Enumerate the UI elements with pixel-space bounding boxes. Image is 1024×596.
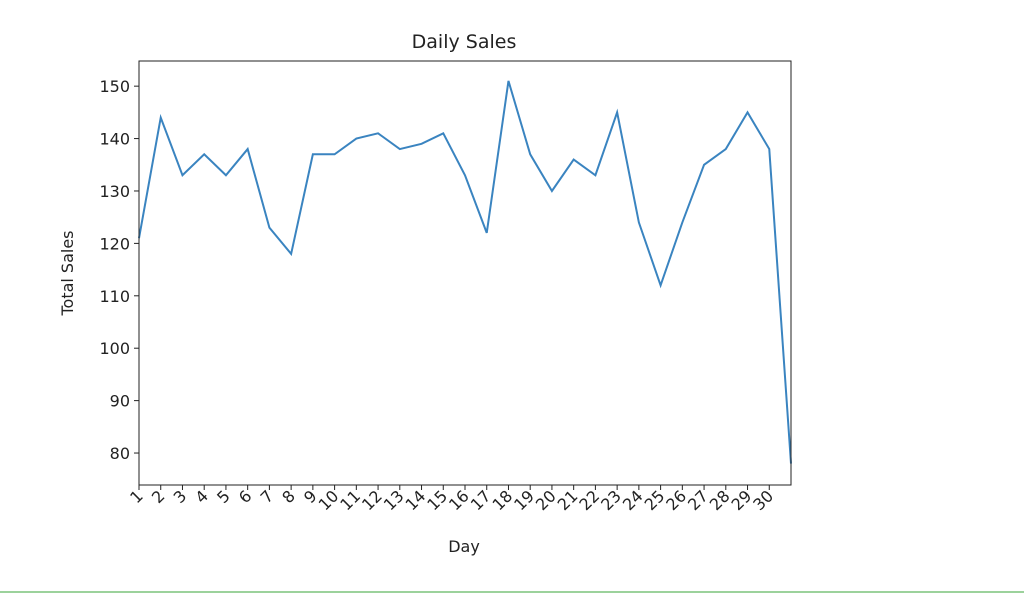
y-axis-label: Total Sales	[58, 230, 77, 316]
y-tick-label: 140	[99, 130, 130, 149]
y-tick-label: 150	[99, 77, 130, 96]
data-line	[138, 80, 792, 464]
x-tick-label: 5	[213, 486, 234, 507]
x-tick-label: 8	[278, 486, 299, 507]
x-tick-label: 3	[170, 486, 191, 507]
x-tick-label: 2	[148, 486, 169, 507]
y-tick-label: 100	[99, 339, 130, 358]
y-tick-label: 120	[99, 234, 130, 253]
y-tick-label: 110	[99, 287, 130, 306]
x-tick-label: 4	[191, 486, 212, 507]
chart-title: Daily Sales	[412, 31, 517, 53]
x-axis-label: Day	[448, 537, 480, 556]
x-tick-label: 7	[257, 486, 278, 507]
x-tick-label: 1	[126, 486, 147, 507]
y-tick-label: 80	[110, 444, 130, 463]
y-tick-label: 130	[99, 182, 130, 201]
y-tick-label: 90	[110, 392, 130, 411]
plot-frame	[138, 60, 792, 486]
x-tick-label: 6	[235, 486, 256, 507]
x-tick-label: 30	[749, 486, 777, 514]
